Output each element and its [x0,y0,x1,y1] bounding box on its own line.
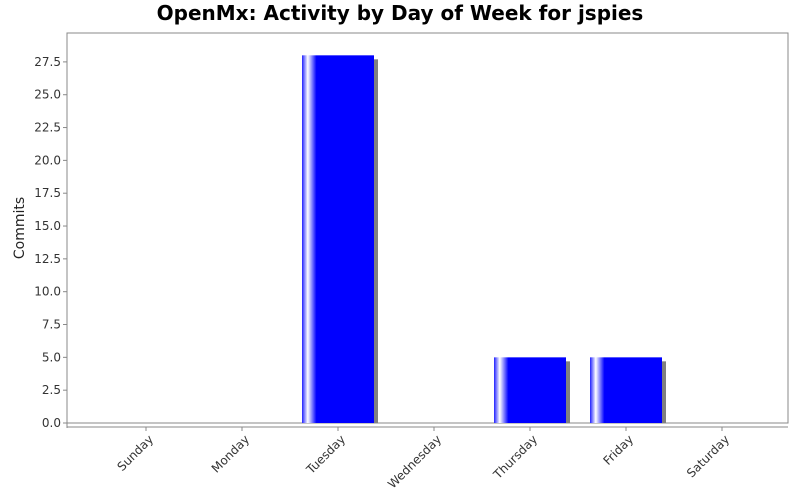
bar-tuesday [302,55,374,423]
bar-thursday [494,357,566,423]
x-tick-label-monday: Monday [209,432,252,475]
y-axis-label: Commits [12,197,28,259]
y-tick-label: 15.0 [34,219,61,233]
y-tick-label: 20.0 [34,153,61,167]
x-tick-label-wednesday: Wednesday [385,432,444,491]
y-tick-label: 25.0 [34,88,61,102]
x-tick-label-tuesday: Tuesday [303,432,348,477]
y-tick-label: 22.5 [34,121,61,135]
y-tick-label: 0.0 [42,416,61,430]
plot-area [66,32,789,424]
y-tick-label: 17.5 [34,186,61,200]
y-tick-label: 12.5 [34,252,61,266]
y-tick-label: 7.5 [42,318,61,332]
x-tick-label-saturday: Saturday [684,432,732,480]
y-tick-label: 10.0 [34,285,61,299]
y-tick-label: 5.0 [42,350,61,364]
y-tick-label: 27.5 [34,55,61,69]
x-tick-label-thursday: Thursday [490,432,540,482]
bar-friday [590,357,662,423]
y-tick-label: 2.5 [42,383,61,397]
chart-title: OpenMx: Activity by Day of Week for jspi… [156,1,644,25]
x-tick-label-sunday: Sunday [114,432,156,474]
x-tick-label-friday: Friday [601,432,637,468]
